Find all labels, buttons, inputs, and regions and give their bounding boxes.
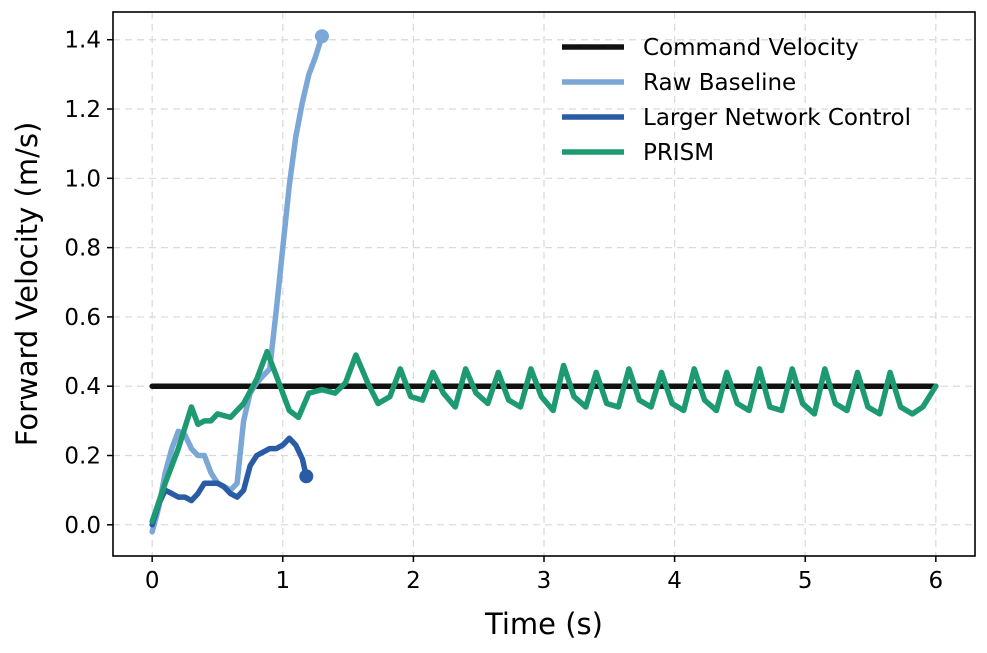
y-tick-label: 0.4 — [64, 374, 101, 400]
y-tick-label: 0.2 — [64, 444, 101, 470]
x-tick-label: 5 — [798, 568, 813, 594]
legend-label-prism: PRISM — [643, 140, 714, 166]
larger-network-control-line — [149, 435, 310, 528]
legend-label-larger-network-control: Larger Network Control — [643, 105, 911, 131]
raw-baseline-end-marker — [314, 29, 329, 44]
x-tick-label: 1 — [275, 568, 290, 594]
y-tick-label: 0.6 — [64, 305, 101, 331]
y-tick-label: 0.8 — [64, 236, 101, 262]
legend-label-raw-baseline: Raw Baseline — [643, 70, 796, 96]
raw-baseline-line — [149, 33, 325, 535]
x-tick-label: 0 — [145, 568, 160, 594]
larger-network-control-end-marker — [299, 469, 314, 484]
axis-ticks: 0 1 2 3 4 5 6 0.0 0.2 0.4 0.6 0.8 1.0 1.2 1.4 — [64, 28, 943, 594]
legend: Command Velocity Raw Baseline Larger Netwo… — [562, 35, 911, 166]
y-tick-label: 0.0 — [64, 513, 101, 539]
x-tick-label: 3 — [537, 568, 552, 594]
prism-line — [149, 348, 939, 525]
x-tick-label: 2 — [406, 568, 421, 594]
legend-label-command-velocity: Command Velocity — [643, 35, 859, 61]
y-tick-label: 1.2 — [64, 97, 101, 123]
grid — [113, 12, 975, 556]
y-tick-label: 1.0 — [64, 166, 101, 192]
x-axis-label: Time (s) — [484, 607, 603, 641]
y-tick-label: 1.4 — [64, 28, 101, 54]
x-tick-label: 4 — [667, 568, 682, 594]
x-tick-label: 6 — [928, 568, 943, 594]
series-lines — [149, 29, 939, 535]
y-axis-label: Forward Velocity (m/s) — [10, 122, 44, 447]
